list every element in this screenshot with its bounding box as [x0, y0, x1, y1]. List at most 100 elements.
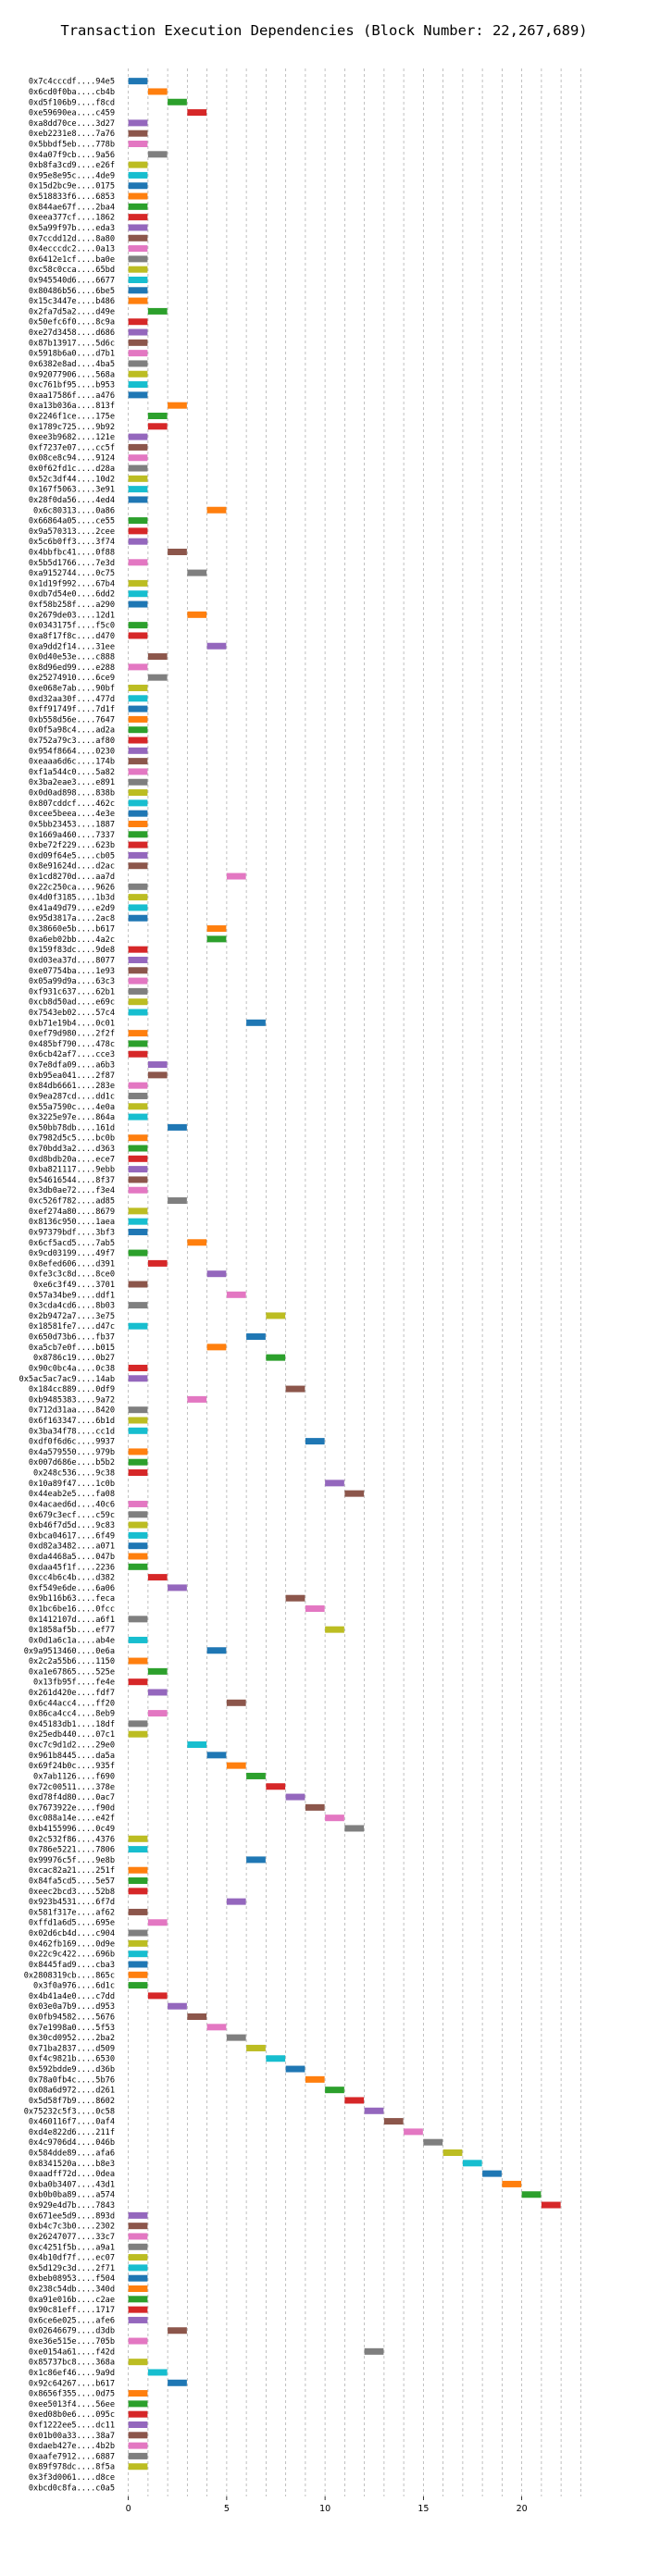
- tx-hash-label: 0x929e4d7b....7843: [29, 2201, 115, 2211]
- tx-hash-label: 0x95d3817a....2ac8: [29, 914, 115, 923]
- execution-bar: [128, 224, 148, 231]
- tx-hash-label: 0x7543eb02....57c4: [29, 1009, 115, 1018]
- tx-hash-label: 0x8d96ed99....e288: [29, 663, 115, 673]
- execution-bar: [128, 1166, 148, 1173]
- execution-bar: [226, 1291, 246, 1298]
- tx-hash-label: 0xeb2231e8....7a76: [29, 130, 115, 139]
- tx-hash-label: 0x6382e8ad....4ba5: [29, 360, 115, 369]
- execution-bar: [147, 1667, 168, 1675]
- execution-bar: [128, 2359, 148, 2366]
- tx-hash-label: 0x7982d5c5....bc0b: [29, 1134, 115, 1144]
- tx-hash-label: 0x518833f6....6853: [29, 192, 115, 202]
- execution-bar: [482, 2170, 502, 2177]
- execution-bar: [147, 307, 168, 315]
- tx-hash-label: 0x1c86ef46....9a9d: [29, 2369, 115, 2378]
- execution-bar: [128, 2452, 148, 2459]
- tx-hash-label: 0x2c532f86....4376: [29, 1835, 115, 1844]
- tx-hash-label: 0x3ba2eae3....e891: [29, 778, 115, 787]
- tx-hash-label: 0xe068e7ab....90bf: [29, 684, 115, 693]
- execution-bar: [128, 810, 148, 817]
- execution-bar: [187, 1395, 207, 1403]
- tx-hash-label: 0x923b4531....6f7d: [29, 1898, 115, 1907]
- execution-bar: [128, 171, 148, 179]
- tx-hash-label: 0xdf0f6d6c....9937: [29, 1438, 115, 1447]
- execution-bar: [128, 1103, 148, 1110]
- tx-hash-label: 0x9a570313....2cee: [29, 527, 115, 537]
- execution-bar: [128, 1636, 148, 1643]
- tx-hash-label: 0x5bbdf5eb....778b: [29, 140, 115, 149]
- execution-bar: [128, 1218, 148, 1225]
- x-tick-label: 0: [126, 2504, 131, 2514]
- execution-bar: [128, 1208, 148, 1215]
- tx-hash-label: 0xcee5beea....4e3e: [29, 810, 115, 819]
- execution-bar: [128, 339, 148, 346]
- execution-bar: [128, 579, 148, 587]
- execution-bar: [128, 297, 148, 304]
- execution-bar: [128, 1720, 148, 1728]
- tx-hash-label: 0x954f8664....0230: [29, 747, 115, 756]
- tx-hash-label: 0x15d2bc9e....0175: [29, 182, 115, 192]
- execution-bar: [128, 140, 148, 148]
- tx-hash-label: 0xee3b9682....121e: [29, 433, 115, 442]
- tx-hash-label: 0x9cd03199....49f7: [29, 1249, 115, 1258]
- tx-hash-label: 0x50bb78db....161d: [29, 1123, 115, 1133]
- tx-hash-label: 0xf931c637....62b1: [29, 987, 115, 997]
- execution-bar: [147, 412, 168, 419]
- execution-bar: [128, 1469, 148, 1477]
- tx-hash-label: 0x5c6b0ff3....3f74: [29, 538, 115, 547]
- execution-bar: [462, 2160, 482, 2167]
- execution-bar: [128, 161, 148, 168]
- execution-bar: [344, 1490, 365, 1497]
- tx-hash-label: 0x671ee5d9....893d: [29, 2211, 115, 2221]
- tx-hash-label: 0x6cd0f0ba....cb4b: [29, 88, 115, 97]
- execution-bar: [305, 2075, 325, 2083]
- execution-bar: [168, 1584, 187, 1591]
- tx-hash-label: 0xd09f64e5....cb05: [29, 851, 115, 861]
- execution-bar: [187, 109, 207, 117]
- execution-bar: [128, 2223, 148, 2230]
- tx-hash-label: 0xaafe7912....6887: [29, 2452, 115, 2461]
- tx-hash-label: 0x55a7590c....4e0a: [29, 1103, 115, 1112]
- execution-bar: [128, 1249, 148, 1257]
- tx-hash-label: 0x97379bdf....3bf3: [29, 1228, 115, 1237]
- execution-bar: [128, 987, 148, 995]
- tx-hash-label: 0xd32aa30f....477d: [29, 695, 115, 704]
- tx-hash-label: 0x66864a05....ce55: [29, 517, 115, 526]
- tx-hash-label: 0x54616544....8f37: [29, 1176, 115, 1185]
- execution-bar: [128, 1134, 148, 1142]
- execution-bar: [128, 454, 148, 462]
- execution-bar: [266, 2055, 286, 2062]
- tx-hash-label: 0x159f83dc....9de8: [29, 946, 115, 955]
- tx-hash-label: 0x75232c5f3....0c58: [24, 2107, 115, 2116]
- execution-bar: [128, 2233, 148, 2240]
- execution-bar: [128, 1050, 148, 1058]
- tx-hash-label: 0x584dde89....afa6: [29, 2149, 115, 2159]
- execution-bar: [128, 234, 148, 242]
- tx-hash-label: 0xbe72f229....623b: [29, 841, 115, 850]
- execution-bar: [128, 318, 148, 326]
- execution-bar: [285, 1793, 305, 1801]
- tx-hash-label: 0x7ccdd12d....8a80: [29, 234, 115, 243]
- tx-hash-label: 0x650d73b6....fb37: [29, 1333, 115, 1343]
- tx-hash-label: 0x7673922e....f90d: [29, 1803, 115, 1813]
- execution-bar: [325, 1626, 344, 1633]
- execution-bar: [128, 443, 148, 451]
- execution-bar: [325, 1480, 344, 1487]
- tx-hash-label: 0x95e8e95c....4de9: [29, 171, 115, 180]
- execution-bar: [168, 2002, 187, 2010]
- tx-hash-label: 0xff91749f....7d1f: [29, 705, 115, 714]
- execution-bar: [128, 768, 148, 775]
- execution-bar: [226, 1898, 246, 1905]
- tx-hash-label: 0xeea377cf....1862: [29, 214, 115, 223]
- execution-bar: [128, 2337, 148, 2345]
- execution-bar: [128, 1730, 148, 1738]
- tx-hash-label: 0x8efed606....d391: [29, 1259, 115, 1269]
- execution-bar: [128, 2400, 148, 2408]
- tx-hash-label: 0x6412e1cf....ba0e: [29, 255, 115, 265]
- tx-hash-label: 0x92c64267....b617: [29, 2379, 115, 2388]
- tx-hash-label: 0x961b8445....da5a: [29, 1752, 115, 1761]
- execution-bar: [128, 1542, 148, 1550]
- execution-bar: [128, 1511, 148, 1518]
- execution-bar: [187, 1741, 207, 1749]
- execution-bar: [147, 1071, 168, 1079]
